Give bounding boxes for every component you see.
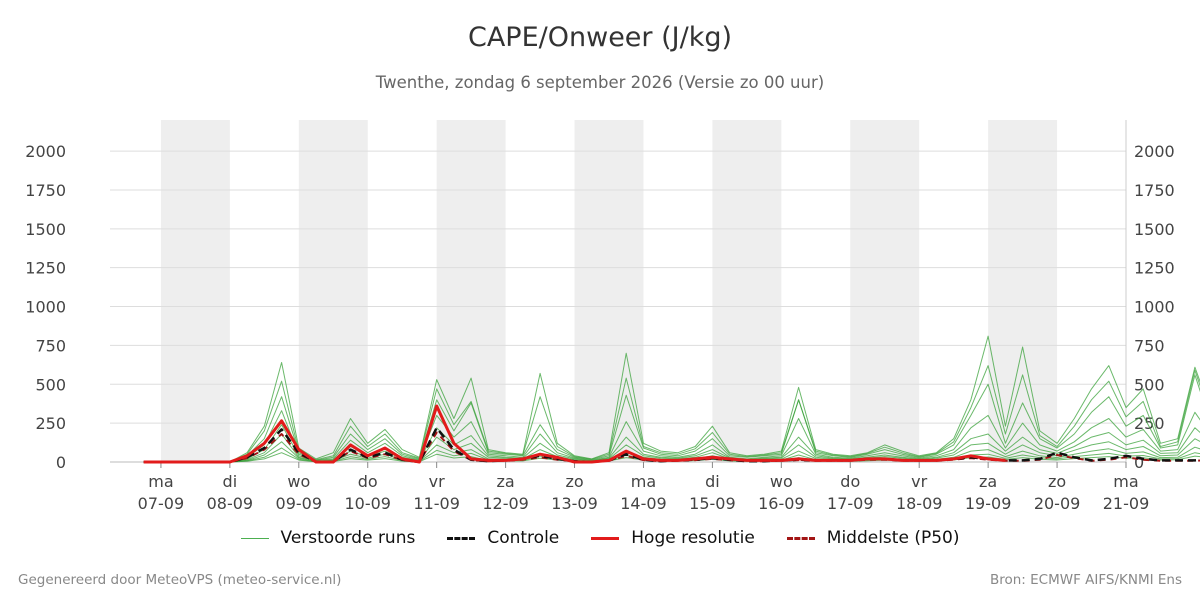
series-line-verstoorde-runs [143, 335, 1200, 463]
night-shading [160, 120, 1058, 462]
y-tick-label-left: 1250 [25, 259, 66, 278]
x-tick-day: za [496, 472, 514, 491]
x-tick-day: di [223, 472, 238, 491]
x-axis: ma 07-09 di 08-09 wo 09-09 do 10-09 vr 11-09 za 12-… [110, 461, 1150, 513]
gridlines [110, 120, 1127, 463]
y-tick-label-right: 1750 [1134, 181, 1175, 200]
x-tick-day: vr [429, 472, 445, 491]
legend-swatch [240, 537, 269, 539]
footer-source: Bron: ECMWF AIFS/KNMI Ens [989, 572, 1182, 588]
x-tick-date: 08-09 [207, 494, 254, 513]
y-tick-label-right: 1250 [1134, 259, 1175, 278]
legend-label: Controle [487, 528, 560, 548]
legend-item: Hoge resolutie [591, 528, 755, 548]
y-tick-label-left: 500 [35, 375, 66, 394]
x-tick-date: 07-09 [138, 494, 185, 513]
x-tick-date: 20-09 [1034, 494, 1081, 513]
legend: Verstoorde runs Controle Hoge resolutie Mid… [0, 528, 1200, 548]
y-tick-label-right: 500 [1134, 375, 1165, 394]
night-shade-band [850, 120, 920, 462]
series-line-verstoorde-runs [143, 374, 1200, 463]
y-tick-label-left: 1000 [25, 298, 66, 317]
series-lines [143, 335, 1200, 464]
chart-subtitle: Twenthe, zondag 6 september 2026 (Versie… [375, 73, 825, 92]
x-tick-day: ma [148, 472, 173, 491]
x-tick-date: 09-09 [276, 494, 323, 513]
y-tick-label-left: 1750 [25, 181, 66, 200]
x-tick-date: 10-09 [344, 494, 391, 513]
night-shade-band [574, 120, 644, 462]
y-tick-label-left: 250 [35, 414, 66, 433]
y-tick-label-right: 2000 [1134, 142, 1175, 161]
x-tick-date: 18-09 [896, 494, 943, 513]
x-tick-day: wo [770, 472, 793, 491]
x-tick-day: ma [631, 472, 656, 491]
x-tick-date: 16-09 [758, 494, 805, 513]
legend-item: Controle [447, 528, 559, 548]
y-tick-label-left: 0 [56, 453, 66, 472]
night-shade-band [298, 120, 368, 462]
legend-swatch [591, 536, 620, 540]
x-tick-day: vr [911, 472, 927, 491]
x-tick-date: 11-09 [413, 494, 460, 513]
legend-label: Hoge resolutie [631, 528, 755, 548]
x-tick-day: do [358, 472, 378, 491]
legend-swatch [786, 536, 815, 540]
legend-swatch [447, 536, 476, 540]
legend-item: Middelste (P50) [786, 528, 960, 548]
y-tick-label-left: 1500 [25, 220, 66, 239]
footer-credit: Gegenereerd door MeteoVPS (meteo-service… [18, 572, 342, 588]
y-tick-label-right: 750 [1134, 336, 1165, 355]
y-tick-label-right: 1500 [1134, 220, 1175, 239]
x-tick-day: za [979, 472, 997, 491]
chart-title: CAPE/Onweer (J/kg) [467, 22, 732, 53]
x-tick-date: 21-09 [1103, 494, 1150, 513]
x-tick-date: 14-09 [620, 494, 667, 513]
series-line-verstoorde-runs [143, 365, 1200, 463]
x-tick-date: 12-09 [482, 494, 529, 513]
legend-label: Middelste (P50) [826, 528, 960, 548]
x-tick-day: ma [1113, 472, 1138, 491]
y-tick-label-right: 250 [1134, 414, 1165, 433]
x-tick-date: 19-09 [965, 494, 1012, 513]
x-tick-day: zo [565, 472, 583, 491]
series-line-hoge-resolutie [143, 404, 1006, 464]
x-tick-day: do [840, 472, 860, 491]
y-tick-label-right: 1000 [1134, 298, 1175, 317]
night-shade-band [160, 120, 230, 462]
legend-item: Verstoorde runs [240, 528, 416, 548]
y-tick-label-right: 0 [1134, 453, 1144, 472]
x-tick-day: di [705, 472, 720, 491]
series-line-verstoorde-runs [143, 410, 1200, 463]
y-axis-left: 0 250 500 750 1000 1250 1500 1750 2000 [25, 142, 66, 472]
x-tick-date: 13-09 [551, 494, 598, 513]
legend-label: Verstoorde runs [280, 528, 416, 548]
x-tick-date: 15-09 [689, 494, 736, 513]
x-tick-day: zo [1048, 472, 1066, 491]
night-shade-band [712, 120, 782, 462]
y-axis-right: 0 250 500 750 1000 1250 1500 1750 2000 [1134, 142, 1175, 472]
x-tick-day: wo [287, 472, 310, 491]
y-tick-label-left: 750 [35, 336, 66, 355]
night-shade-band [988, 120, 1058, 462]
y-tick-label-left: 2000 [25, 142, 66, 161]
x-tick-date: 17-09 [827, 494, 874, 513]
